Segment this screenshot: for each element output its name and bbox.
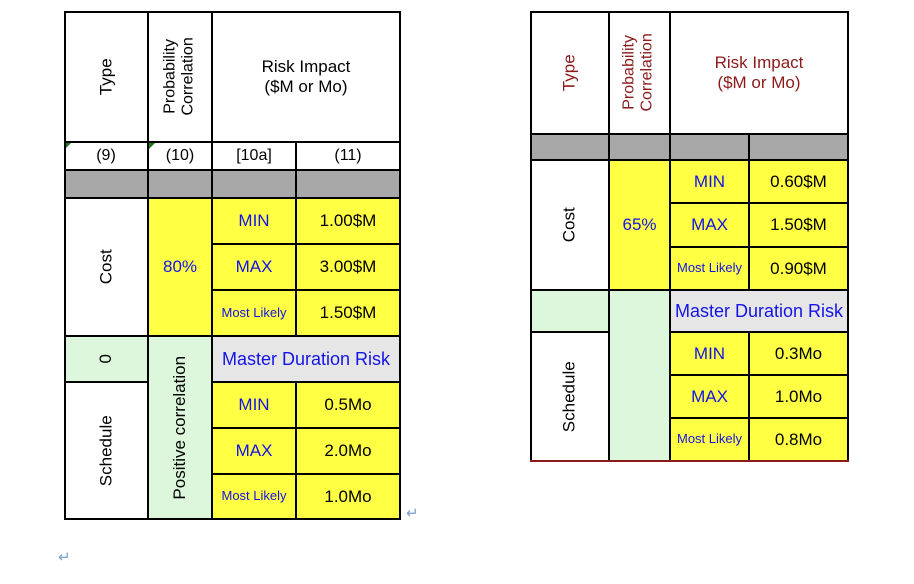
left-corner-tick bbox=[149, 143, 155, 149]
right-schedule-max-label: MAX bbox=[670, 375, 749, 418]
left-schedule-ml-value: 1.0Mo bbox=[296, 474, 400, 519]
left-schedule-max-label: MAX bbox=[212, 428, 296, 474]
left-colnum-11: (11) bbox=[296, 142, 400, 170]
left-grid-line bbox=[211, 11, 213, 520]
left-schedule-type-text: Schedule bbox=[96, 415, 116, 486]
left-grid-line bbox=[295, 142, 297, 336]
right-cost-min-label: MIN bbox=[670, 160, 749, 203]
right-grid-line bbox=[530, 133, 849, 135]
left-schedule-correlation-text: Positive correlation bbox=[170, 355, 190, 500]
left-cost-min-label: MIN bbox=[212, 198, 296, 244]
left-grid-line bbox=[64, 381, 148, 383]
left-grid-line bbox=[212, 243, 401, 245]
left-grid-line bbox=[399, 11, 401, 520]
right-cost-ml-label: Most Likely bbox=[670, 247, 749, 290]
left-cost-correlation: 80% bbox=[148, 198, 212, 336]
left-grid-line bbox=[212, 427, 401, 429]
right-cost-ml-value: 0.90$M bbox=[749, 247, 848, 290]
left-cost-min-value: 1.00$M bbox=[296, 198, 400, 244]
left-schedule-ml-label: Most Likely bbox=[212, 474, 296, 519]
right-type-header: Type bbox=[530, 11, 609, 134]
right-grid-line bbox=[608, 11, 610, 462]
right-schedule-type-text: Schedule bbox=[559, 361, 579, 432]
right-grid-line bbox=[748, 134, 750, 290]
left-colnum-9: (9) bbox=[64, 142, 148, 170]
left-grid-line bbox=[212, 381, 401, 383]
left-grid-line bbox=[64, 335, 401, 337]
left-colnum-10a: [10a] bbox=[212, 142, 296, 170]
left-cost-max-label: MAX bbox=[212, 244, 296, 290]
right-grid-line bbox=[530, 159, 849, 161]
left-grid-line bbox=[64, 11, 401, 13]
left-grid-line bbox=[147, 11, 149, 520]
right-schedule-ml-label: Most Likely bbox=[670, 418, 749, 461]
right-schedule-correlation bbox=[609, 290, 670, 461]
right-schedule-type: Schedule bbox=[530, 332, 609, 461]
left-grey-row bbox=[64, 170, 400, 198]
left-schedule-min-value: 0.5Mo bbox=[296, 382, 400, 428]
left-grid-line bbox=[64, 11, 66, 520]
right-grid-line bbox=[530, 289, 849, 291]
right-grid-line bbox=[670, 246, 849, 248]
left-grid-line bbox=[64, 518, 401, 520]
right-grid-line bbox=[530, 331, 609, 333]
left-master-duration-risk: Master Duration Risk bbox=[212, 336, 400, 382]
right-grid-line bbox=[669, 11, 671, 462]
left-type-header-text: Type bbox=[96, 58, 116, 95]
left-grid-line bbox=[212, 289, 401, 291]
left-cost-type-text: Cost bbox=[96, 249, 116, 285]
right-master-duration-risk: Master Duration Risk bbox=[670, 290, 848, 332]
right-schedule-min-label: MIN bbox=[670, 332, 749, 375]
right-grid-line bbox=[530, 11, 532, 462]
left-prob-corr-header-text: Probability Correlation bbox=[161, 37, 198, 116]
left-risk-impact-header: Risk Impact ($M or Mo) bbox=[212, 11, 400, 142]
right-prob-corr-header-text: Probability Correlation bbox=[621, 33, 657, 112]
right-cost-max-label: MAX bbox=[670, 203, 749, 247]
left-schedule-max-value: 2.0Mo bbox=[296, 428, 400, 474]
left-cost-type: Cost bbox=[64, 198, 148, 336]
left-type-header: Type bbox=[64, 11, 148, 142]
right-cost-type-text: Cost bbox=[559, 207, 579, 243]
left-schedule-correlation: Positive correlation bbox=[148, 336, 212, 519]
right-grid-line bbox=[670, 202, 849, 204]
left-cost-ml-label: Most Likely bbox=[212, 290, 296, 336]
right-grid-line bbox=[847, 11, 849, 462]
right-grid-line bbox=[670, 331, 849, 333]
return-mark-icon: ↵ bbox=[58, 549, 71, 566]
right-grid-line bbox=[670, 417, 849, 419]
left-grid-line bbox=[212, 473, 401, 475]
left-master-type: 0 bbox=[64, 336, 148, 382]
right-prob-corr-header: Probability Correlation bbox=[609, 11, 670, 134]
right-cost-max-value: 1.50$M bbox=[749, 203, 848, 247]
left-schedule-min-label: MIN bbox=[212, 382, 296, 428]
left-prob-corr-header: Probability Correlation bbox=[148, 11, 212, 142]
left-grid-line bbox=[64, 197, 401, 199]
left-grid-line bbox=[64, 169, 401, 171]
left-grid-line bbox=[295, 382, 297, 520]
right-grid-line bbox=[530, 11, 849, 13]
right-risk-impact-header: Risk Impact ($M or Mo) bbox=[670, 11, 848, 134]
right-schedule-ml-value: 0.8Mo bbox=[749, 418, 848, 461]
right-schedule-min-value: 0.3Mo bbox=[749, 332, 848, 375]
return-mark-icon: ↵ bbox=[406, 505, 419, 522]
left-cost-max-value: 3.00$M bbox=[296, 244, 400, 290]
left-cost-ml-value: 1.50$M bbox=[296, 290, 400, 336]
right-grid-line bbox=[670, 374, 849, 376]
right-grey-row bbox=[530, 134, 848, 160]
right-grid-line bbox=[530, 460, 849, 462]
right-cost-correlation: 65% bbox=[609, 160, 670, 290]
left-master-type-text: 0 bbox=[96, 354, 116, 364]
right-schedule-max-value: 1.0Mo bbox=[749, 375, 848, 418]
right-cost-type: Cost bbox=[530, 160, 609, 290]
right-type-header-text: Type bbox=[559, 54, 579, 91]
right-master-type bbox=[530, 290, 609, 332]
left-schedule-type: Schedule bbox=[64, 382, 148, 519]
right-cost-min-value: 0.60$M bbox=[749, 160, 848, 203]
left-corner-tick bbox=[65, 143, 71, 149]
left-grid-line bbox=[64, 141, 401, 143]
left-colnum-10: (10) bbox=[148, 142, 212, 170]
right-grid-line bbox=[748, 332, 750, 462]
